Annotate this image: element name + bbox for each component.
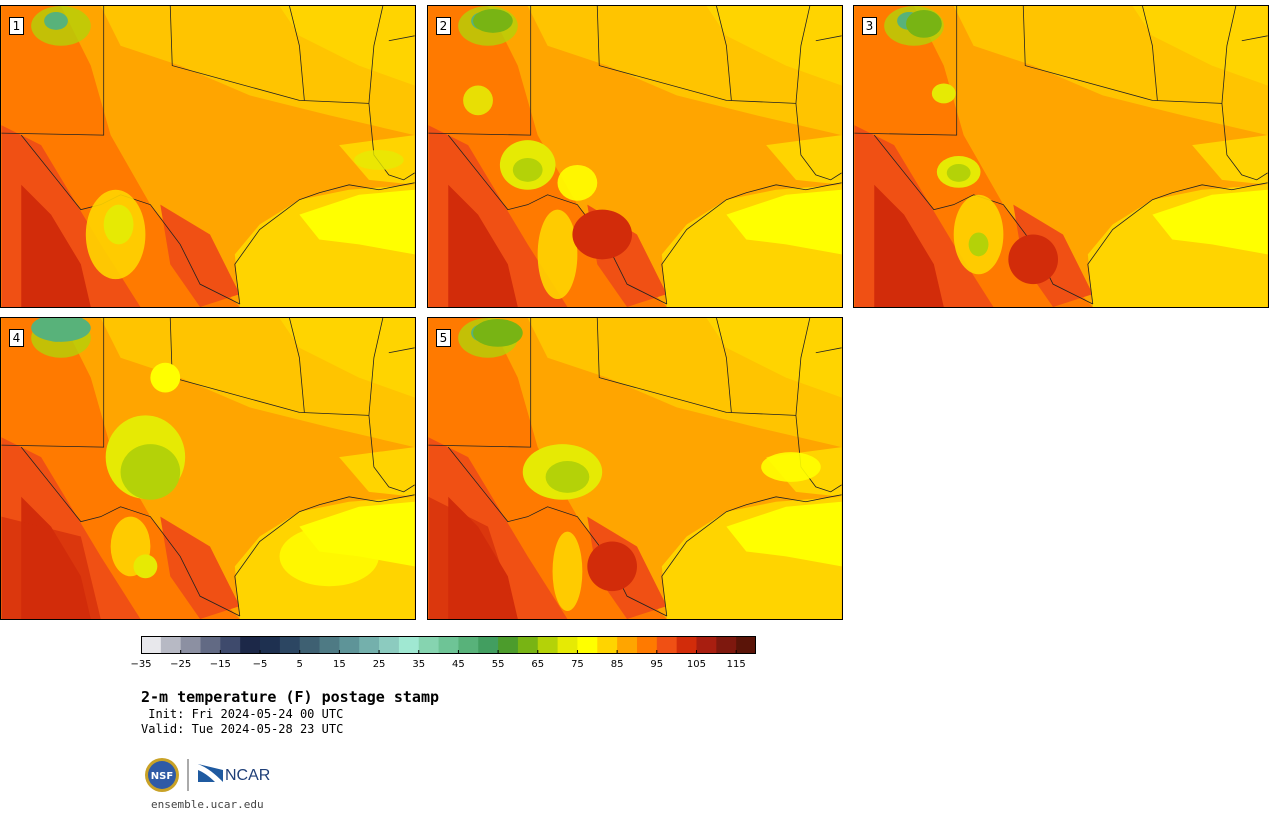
nsf-ncar-logos: NSF NCAR [145,758,270,792]
temperature-colorbar [141,636,756,654]
colorbar-swatch [141,636,162,654]
colorbar-swatch [398,636,420,654]
colorbar-swatch [517,636,539,654]
colorbar-swatch [696,636,717,654]
colorbar-tick-label: −5 [252,659,268,670]
valid-time: Valid: Tue 2024-05-28 23 UTC [141,722,344,736]
ncar-logo-text: NCAR [225,767,270,784]
member-number-label: 2 [436,17,451,35]
colorbar-tick-label: −15 [209,659,231,670]
colorbar-swatch [339,636,360,654]
colorbar-tick-label: 95 [650,659,664,670]
colorbar-swatch [260,636,281,654]
colorbar-swatch [299,636,321,654]
colorbar-tick-label: 55 [491,659,505,670]
colorbar-tick-label: 45 [452,659,465,670]
ensemble-member-panel-1: 1 [0,5,416,308]
colorbar-tick-label: 85 [610,659,624,670]
ncar-logo-icon: NCAR [198,764,270,784]
init-time: Init: Fri 2024-05-24 00 UTC [141,707,344,721]
colorbar-tick-label: 15 [333,659,346,670]
colorbar-swatch [319,636,340,654]
colorbar-tick-label: 5 [296,659,303,670]
ensemble-member-panel-5: 5 [427,317,843,620]
colorbar-tick-label: −35 [130,659,152,670]
colorbar-tick-label: 115 [726,659,746,670]
colorbar-swatch [418,636,440,654]
colorbar-swatch [577,636,598,654]
colorbar-tick-label: 105 [686,659,707,670]
member-number-label: 5 [436,329,451,347]
colorbar-tick-label: 25 [372,659,386,670]
colorbar-tick-label: −25 [170,659,192,670]
colorbar-border [141,636,756,654]
colorbar-swatches [141,636,756,654]
nsf-logo-icon: NSF [145,758,179,792]
colorbar-swatch [676,636,697,654]
colorbar-swatch [220,636,241,654]
colorbar-swatch [597,636,618,654]
colorbar-swatch [617,636,638,654]
colorbar-swatch [200,636,221,654]
ensemble-member-panel-2: 2 [427,5,843,308]
member-number-label: 4 [9,329,24,347]
colorbar-swatch [458,636,479,654]
colorbar-swatch [438,636,459,654]
temperature-map-4 [1,318,415,619]
colorbar-swatch [736,636,756,654]
colorbar-swatch [279,636,301,654]
colorbar-swatch [478,636,499,654]
colorbar-swatch [498,636,519,654]
temperature-map-2 [428,6,842,307]
ensemble-member-panel-3: 3 [853,5,1269,308]
colorbar-swatch [716,636,737,654]
member-number-label: 1 [9,17,24,35]
colorbar-swatch [557,636,578,654]
temperature-map-5 [428,318,842,619]
colorbar-tick-label: 35 [412,659,426,670]
colorbar-swatch [160,636,182,654]
colorbar-swatch [656,636,678,654]
temperature-map-3 [854,6,1268,307]
colorbar-swatch [240,636,261,654]
colorbar-swatch [379,636,400,654]
colorbar-swatch [359,636,380,654]
figure-title: 2-m temperature (F) postage stamp [141,688,440,706]
nsf-logo-text: NSF [151,771,173,782]
colorbar-swatch [636,636,658,654]
member-number-label: 3 [862,17,877,35]
colorbar-swatch [180,636,202,654]
colorbar-swatch [537,636,559,654]
site-url: ensemble.ucar.edu [151,798,264,811]
colorbar-tick-label: 65 [531,659,545,670]
temperature-map-1 [1,6,415,307]
ensemble-member-panel-4: 4 [0,317,416,620]
colorbar-tick-label: 75 [571,659,584,670]
